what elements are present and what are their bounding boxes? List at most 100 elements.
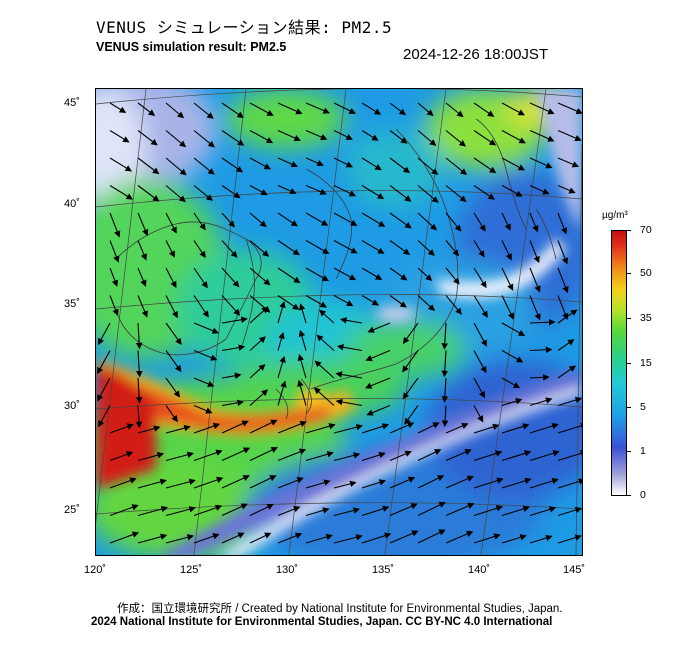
- wind-arrow: [417, 130, 437, 146]
- wind-arrow: [221, 503, 248, 517]
- colorbar-label-70: 70: [640, 224, 652, 236]
- wind-arrow: [473, 185, 495, 200]
- wind-arrow: [305, 423, 336, 434]
- wind-arrow: [109, 102, 127, 113]
- wind-arrow: [557, 184, 576, 194]
- wind-arrow: [501, 397, 523, 407]
- wind-arrow: [333, 212, 358, 226]
- wind-arrow: [249, 306, 269, 324]
- wind-arrow: [557, 396, 582, 407]
- wind-arrow: [221, 372, 242, 379]
- wind-arrow: [277, 505, 301, 517]
- wind-arrow: [361, 423, 390, 434]
- wind-arrow: [417, 501, 446, 516]
- wind-arrow: [277, 102, 303, 115]
- wind-arrow: [501, 185, 523, 197]
- wind-arrow: [441, 322, 449, 350]
- wind-arrow: [557, 102, 582, 115]
- wind-arrow: [445, 212, 462, 232]
- wind-arrow: [221, 316, 248, 324]
- wind-arrow: [404, 405, 419, 425]
- wind-arrow: [109, 185, 134, 200]
- wind-arrow: [109, 267, 118, 287]
- colorbar: [611, 230, 627, 496]
- wind-arrow: [340, 317, 363, 324]
- wind-arrow: [557, 422, 582, 434]
- wind-arrow: [367, 322, 391, 333]
- wind-arrow: [305, 267, 329, 282]
- wind-arrow: [249, 336, 266, 351]
- wind-arrow: [417, 157, 439, 176]
- wind-arrow: [366, 404, 391, 416]
- wind-arrow: [277, 295, 300, 310]
- wind-arrow: [165, 405, 178, 423]
- wind-arrow: [221, 475, 250, 489]
- colorbar-tick: [626, 363, 631, 364]
- wind-arrow: [529, 506, 557, 517]
- wind-arrow: [501, 322, 526, 337]
- wind-arrow: [221, 130, 245, 146]
- wind-arrow: [389, 240, 411, 255]
- wind-arrow: [557, 506, 582, 517]
- wind-vectors: [97, 102, 582, 544]
- wind-arrow: [305, 184, 327, 195]
- wind-arrow: [501, 423, 530, 434]
- wind-arrow: [529, 240, 540, 264]
- credit-line-2: 2024 National Institute for Environmenta…: [91, 616, 553, 628]
- wind-arrow: [277, 332, 285, 351]
- wind-arrow: [249, 364, 266, 379]
- lon-label-125: 125˚: [180, 564, 203, 576]
- wind-arrow: [389, 503, 418, 517]
- wind-arrow: [473, 350, 487, 374]
- wind-arrow: [417, 449, 442, 461]
- wind-arrow: [109, 451, 134, 462]
- wind-arrow: [277, 184, 297, 195]
- wind-arrow: [193, 157, 215, 175]
- wind-arrow: [193, 295, 209, 318]
- wind-arrow: [165, 377, 181, 398]
- wind-arrow: [361, 212, 386, 227]
- colorbar-label-15: 15: [640, 357, 652, 369]
- wind-arrow: [361, 532, 392, 544]
- wind-arrow: [137, 267, 147, 287]
- wind-arrow: [473, 450, 503, 462]
- wind-arrow: [109, 423, 134, 434]
- wind-arrow: [529, 129, 555, 142]
- wind-arrow: [473, 267, 487, 289]
- wind-arrow: [417, 102, 434, 117]
- wind-arrow: [361, 240, 385, 254]
- wind-arrow: [249, 267, 271, 286]
- wind-arrow: [221, 212, 236, 228]
- wind-arrow: [333, 452, 361, 462]
- wind-arrow: [389, 130, 408, 144]
- wind-arrow: [305, 212, 329, 226]
- wind-arrow: [221, 420, 249, 434]
- colorbar-label-35: 35: [640, 312, 652, 324]
- lon-label-120: 120˚: [84, 564, 107, 576]
- wind-arrow: [137, 505, 168, 517]
- wind-arrow: [165, 295, 178, 319]
- wind-arrow: [445, 295, 462, 315]
- wind-arrow: [137, 478, 167, 489]
- wind-arrow: [501, 240, 512, 261]
- wind-arrow: [333, 534, 363, 544]
- wind-arrow: [109, 212, 121, 238]
- wind-arrow: [333, 102, 356, 114]
- wind-arrow: [135, 350, 143, 378]
- wind-arrow: [557, 212, 568, 235]
- colorbar-tick: [626, 273, 631, 274]
- credit-line-1: 作成：国立環境研究所 / Created by National Institu…: [117, 603, 563, 615]
- wind-arrow: [165, 451, 194, 462]
- wind-arrow: [361, 295, 379, 306]
- wind-arrow: [557, 450, 582, 462]
- wind-arrow: [389, 267, 408, 281]
- wind-arrow: [319, 309, 335, 324]
- wind-arrow: [389, 450, 412, 462]
- wind-arrow: [335, 398, 363, 407]
- wind-arrow: [445, 267, 460, 285]
- wind-arrow: [97, 350, 111, 375]
- wind-arrow: [193, 240, 206, 259]
- wind-arrow: [333, 507, 360, 517]
- wind-arrow: [137, 185, 160, 202]
- wind-arrow: [109, 504, 139, 517]
